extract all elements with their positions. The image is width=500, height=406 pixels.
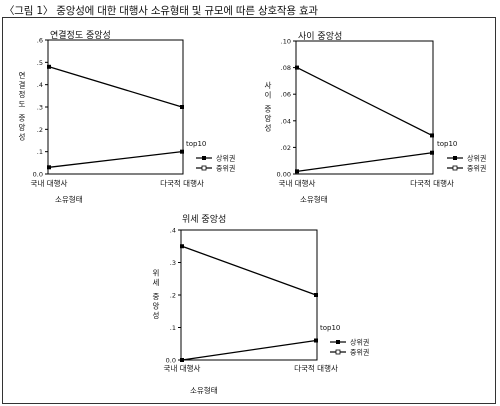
chart1-ytick-label: .3 <box>37 104 43 112</box>
chart3-category-label: 다국적 대행사 <box>294 363 338 373</box>
chart2-legend-entry: 중위권 <box>467 165 486 173</box>
chart1-series-2-point <box>47 64 51 69</box>
chart3-xlabel: 소유형태 <box>190 386 218 395</box>
chart3-legend-entry: 중위권 <box>350 349 369 357</box>
chart3-plot-frame <box>180 229 318 361</box>
chart1-ytick-label: 0.0 <box>33 171 43 179</box>
chart2-ytick-label: .06 <box>281 91 291 99</box>
chart1-series-1-point <box>47 165 51 170</box>
chart3-series-2-point <box>180 244 184 249</box>
figure-frame <box>2 17 496 404</box>
chart1-ytick-label: .2 <box>37 126 43 134</box>
chart1-category-label: 국내 대행사 <box>31 178 68 188</box>
chart1-title: 연결정도 중앙성 <box>50 29 111 41</box>
chart1-ytick-label: .5 <box>37 59 43 67</box>
chart3-category-label: 국내 대행사 <box>164 363 201 373</box>
chart2-xlabel: 소유형태 <box>300 195 328 204</box>
chart2-ytick-label: 0.00 <box>277 171 291 179</box>
chart3-ytick-label: .2 <box>170 292 176 300</box>
chart1-xlabel: 소유형태 <box>55 195 83 204</box>
chart3-ytick-label: 0.0 <box>166 357 176 365</box>
chart3-ylabel: 위세 중앙성 <box>152 269 161 321</box>
chart1-legend-marker <box>202 156 206 160</box>
chart3-series-2-line <box>181 245 317 296</box>
chart1-ytick-label: .4 <box>37 81 43 89</box>
chart2-series-2-point <box>295 65 299 70</box>
chart2-ytick-label: .02 <box>281 144 291 152</box>
chart3-series-1-point <box>180 358 184 362</box>
chart2-series-2-point <box>430 133 434 138</box>
chart1-series-2-point <box>180 105 184 109</box>
chart1-ytick-label: .1 <box>37 148 43 156</box>
chart2-title: 사이 중앙성 <box>298 30 342 42</box>
chart3-series-1-point <box>314 338 318 343</box>
chart2-series-1-line <box>296 152 433 172</box>
chart3-legend-title: top10 <box>320 324 340 332</box>
chart2-legend-marker <box>452 165 458 171</box>
chart3-series-1-line <box>181 339 317 361</box>
chart2-ytick-label: .10 <box>281 38 291 46</box>
chart2-category-label: 다국적 대행사 <box>410 178 454 188</box>
chart2-plot-frame <box>295 40 434 175</box>
chart1-series-1-point <box>180 149 184 154</box>
chart1-legend-entry: 상위권 <box>216 154 235 163</box>
chart2-series-1-point <box>430 150 434 155</box>
chart1-legend-marker <box>201 165 207 171</box>
chart2-ytick-label: .08 <box>281 64 291 72</box>
chart2-legend-entry: 상위권 <box>467 154 486 163</box>
chart1-legend-entry: 중위권 <box>216 165 235 173</box>
chart3-series-2-point <box>314 293 318 297</box>
chart1-legend-title: top10 <box>186 140 206 148</box>
chart2-legend-marker <box>453 156 457 160</box>
chart3-legend-entry: 상위권 <box>350 338 369 347</box>
chart2-category-label: 국내 대행사 <box>279 178 316 188</box>
chart1-ytick-label: .6 <box>37 37 43 45</box>
chart3-ytick-label: .4 <box>170 227 176 235</box>
chart3-legend-marker <box>335 349 341 355</box>
chart2-series-1-point <box>295 169 299 174</box>
chart1-ylabel: 연결정도 중앙성 <box>18 71 27 142</box>
chart3-ytick-label: .3 <box>170 259 176 267</box>
figure-title: 〈그림 1〉 중앙성에 대한 대행사 소유형태 및 규모에 따른 상호작용 효과 <box>4 5 318 17</box>
chart1-series-2-line <box>48 66 183 108</box>
chart2-ylabel: 사이 중앙성 <box>264 81 273 133</box>
chart2-series-2-line <box>296 67 433 137</box>
chart3-ytick-label: .1 <box>170 324 176 332</box>
chart1-series-1-line <box>48 151 183 168</box>
chart1-category-label: 다국적 대행사 <box>160 178 204 188</box>
chart3-legend-marker <box>336 340 340 344</box>
chart3-title: 위세 중앙성 <box>182 213 226 225</box>
chart2-legend-title: top10 <box>437 140 457 148</box>
chart2-ytick-label: .04 <box>281 117 291 125</box>
